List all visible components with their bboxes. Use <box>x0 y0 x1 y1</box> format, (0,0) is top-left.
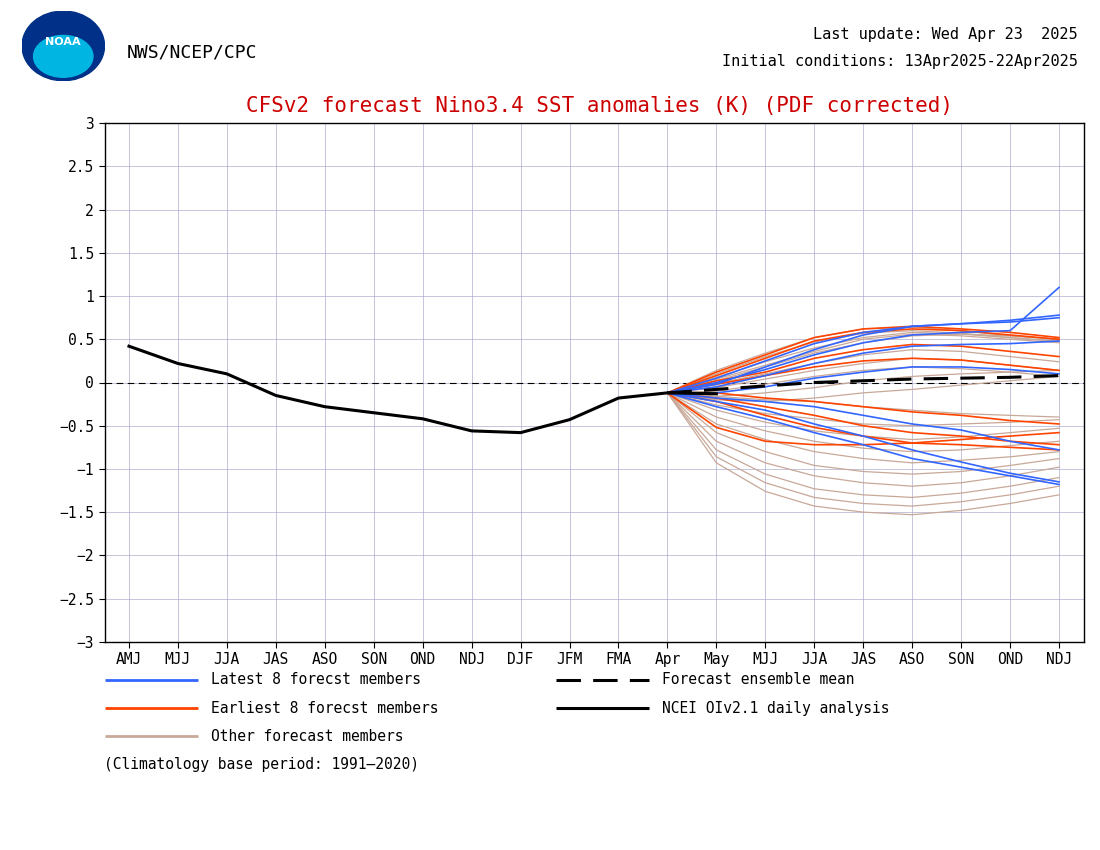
Text: NCEI OIv2.1 daily analysis: NCEI OIv2.1 daily analysis <box>662 700 890 716</box>
Text: Last update: Wed Apr 23  2025: Last update: Wed Apr 23 2025 <box>813 26 1078 42</box>
Text: NWS/NCEP/CPC: NWS/NCEP/CPC <box>126 43 257 62</box>
Text: CFSv2 forecast Nino3.4 SST anomalies (K) (PDF corrected): CFSv2 forecast Nino3.4 SST anomalies (K)… <box>246 96 953 116</box>
Text: (Climatology base period: 1991–2020): (Climatology base period: 1991–2020) <box>104 756 419 772</box>
Text: Forecast ensemble mean: Forecast ensemble mean <box>662 672 855 688</box>
Text: Initial conditions: 13Apr2025-22Apr2025: Initial conditions: 13Apr2025-22Apr2025 <box>722 54 1078 69</box>
Text: Latest 8 forecst members: Latest 8 forecst members <box>211 672 421 688</box>
Ellipse shape <box>33 36 92 77</box>
Text: Earliest 8 forecst members: Earliest 8 forecst members <box>211 700 439 716</box>
Text: NOAA: NOAA <box>45 37 81 47</box>
Ellipse shape <box>22 11 104 81</box>
Text: Other forecast members: Other forecast members <box>211 728 404 744</box>
